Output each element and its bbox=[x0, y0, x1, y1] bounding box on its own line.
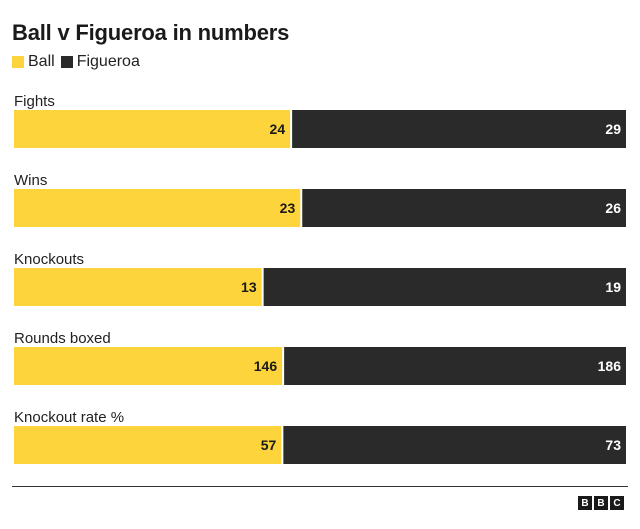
legend-item-figueroa: Figueroa bbox=[60, 53, 140, 71]
bbc-logo: B B C bbox=[578, 496, 624, 510]
bbc-logo-letter: C bbox=[610, 496, 624, 510]
legend-item-ball: Ball bbox=[12, 53, 55, 71]
value-label-ball: 57 bbox=[261, 437, 277, 453]
value-label-figueroa: 73 bbox=[605, 437, 621, 453]
legend-label-figueroa: Figueroa bbox=[76, 53, 140, 70]
value-label-figueroa: 29 bbox=[605, 121, 621, 137]
bar-figueroa bbox=[283, 347, 626, 385]
legend-label-ball: Ball bbox=[28, 53, 55, 70]
bar-ball bbox=[14, 110, 292, 148]
category-label: Knockouts bbox=[14, 251, 84, 268]
value-label-ball: 23 bbox=[280, 200, 296, 216]
legend: Ball Figueroa bbox=[12, 53, 146, 71]
value-label-ball: 24 bbox=[270, 121, 286, 137]
bar-separator bbox=[281, 426, 284, 464]
bar-figueroa bbox=[262, 268, 626, 306]
value-label-figueroa: 186 bbox=[598, 358, 622, 374]
bar-figueroa bbox=[291, 110, 626, 148]
chart-title: Ball v Figueroa in numbers bbox=[12, 20, 290, 45]
value-label-ball: 146 bbox=[254, 358, 278, 374]
bbc-logo-letter: B bbox=[578, 496, 592, 510]
bar-separator bbox=[282, 347, 285, 385]
value-label-ball: 13 bbox=[241, 279, 257, 295]
bar-separator bbox=[300, 189, 303, 227]
legend-swatch-ball bbox=[12, 56, 24, 68]
bar-ball bbox=[14, 347, 284, 385]
footer-rule bbox=[12, 486, 628, 487]
bar-figueroa bbox=[301, 189, 626, 227]
category-label: Rounds boxed bbox=[14, 330, 111, 347]
bar-ball bbox=[14, 426, 283, 464]
legend-swatch-figueroa bbox=[60, 56, 73, 68]
category-label: Knockout rate % bbox=[14, 409, 124, 426]
value-label-figueroa: 26 bbox=[605, 200, 621, 216]
bar-figueroa bbox=[282, 426, 626, 464]
bar-ball bbox=[14, 189, 302, 227]
bar-separator bbox=[261, 268, 264, 306]
category-label: Fights bbox=[14, 93, 55, 110]
bbc-logo-letter: B bbox=[594, 496, 608, 510]
bar-ball bbox=[14, 268, 263, 306]
bar-separator bbox=[290, 110, 293, 148]
category-label: Wins bbox=[14, 172, 47, 189]
value-label-figueroa: 19 bbox=[605, 279, 621, 295]
